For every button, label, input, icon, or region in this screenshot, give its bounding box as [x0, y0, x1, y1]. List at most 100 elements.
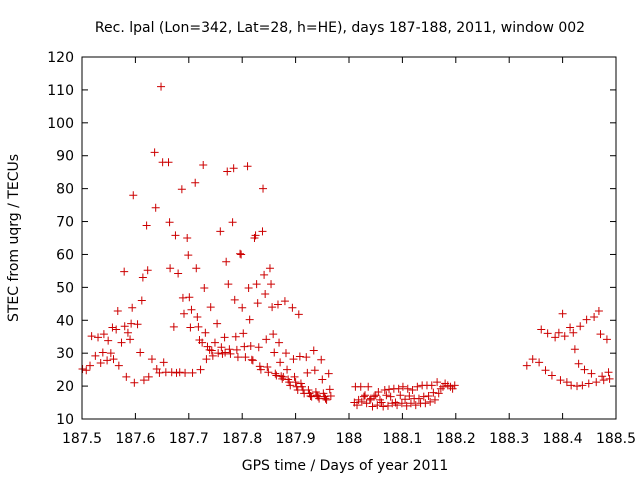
data-point	[592, 378, 601, 387]
data-point	[325, 385, 334, 394]
x-tick-label: 187.6	[115, 431, 155, 447]
x-tick-label: 188.1	[382, 431, 422, 447]
y-tick-label: 40	[56, 313, 74, 329]
y-axis-label: STEC from uqrg / TECUs	[6, 154, 22, 322]
data-point	[94, 333, 103, 342]
data-point	[106, 349, 115, 358]
data-point	[261, 289, 270, 298]
data-point	[528, 355, 537, 364]
data-point	[537, 325, 546, 334]
data-point	[123, 328, 132, 337]
data-point	[411, 401, 420, 410]
data-point	[273, 300, 282, 309]
data-point	[220, 333, 229, 342]
data-point	[136, 348, 145, 357]
data-point	[309, 346, 318, 355]
data-point	[276, 358, 285, 367]
chart-title: Rec. lpal (Lon=342, Lat=28, h=HE), days …	[95, 20, 585, 36]
data-point	[165, 218, 174, 227]
data-point	[590, 312, 599, 321]
data-point	[310, 366, 319, 375]
data-point	[179, 309, 188, 318]
data-point	[576, 322, 585, 331]
data-point	[541, 366, 550, 375]
data-point	[394, 384, 403, 393]
data-point	[237, 250, 246, 259]
data-point	[582, 315, 591, 324]
data-point	[252, 280, 261, 289]
data-point	[382, 391, 391, 400]
data-point	[251, 231, 260, 240]
data-point	[398, 382, 407, 391]
data-point	[280, 297, 289, 306]
data-point	[127, 319, 136, 328]
data-point	[230, 295, 239, 304]
data-point	[306, 391, 315, 400]
x-tick-label: 188.2	[436, 431, 476, 447]
data-point	[446, 382, 455, 391]
data-point	[82, 366, 91, 375]
data-point	[522, 361, 531, 370]
data-point	[278, 374, 287, 383]
data-point	[326, 391, 335, 400]
y-tick-label: 120	[47, 50, 74, 66]
data-point	[224, 280, 233, 289]
data-point	[223, 167, 232, 176]
data-point	[319, 389, 328, 398]
data-point	[226, 349, 235, 358]
data-point	[205, 345, 214, 354]
data-point	[414, 394, 423, 403]
data-point	[370, 392, 379, 401]
data-point	[181, 368, 190, 377]
data-point	[426, 397, 435, 406]
y-tick-label: 30	[56, 346, 74, 362]
y-tick-label: 70	[56, 215, 74, 231]
data-point	[208, 351, 217, 360]
data-point	[558, 309, 567, 318]
data-point	[232, 345, 241, 354]
data-point	[393, 401, 402, 410]
data-point	[401, 395, 410, 404]
data-point	[207, 346, 216, 355]
data-point	[112, 325, 121, 334]
data-point	[436, 384, 445, 393]
data-point	[379, 402, 388, 411]
data-point	[241, 353, 250, 362]
x-axis-label: GPS time / Days of year 2011	[242, 458, 449, 474]
data-point	[256, 365, 265, 374]
data-point	[113, 307, 122, 316]
data-point	[584, 379, 593, 388]
data-point	[380, 386, 389, 395]
data-point	[103, 356, 112, 365]
data-point	[283, 365, 292, 374]
data-point	[402, 401, 411, 410]
data-point	[157, 82, 166, 91]
data-point	[216, 227, 225, 236]
axis-ticks: 187.5 187.6 187.7 187.8 187.9 188 188.1 188.2 18…	[47, 50, 636, 447]
data-point	[312, 391, 321, 400]
data-point	[374, 388, 383, 397]
data-point	[598, 372, 607, 381]
data-point	[580, 365, 589, 374]
data-point	[262, 335, 271, 344]
data-point	[183, 234, 192, 242]
data-point	[178, 293, 187, 302]
data-point	[138, 273, 147, 282]
data-point	[599, 376, 608, 385]
data-point	[324, 369, 333, 378]
data-point	[570, 345, 579, 354]
data-point	[210, 338, 219, 347]
y-tick-label: 80	[56, 182, 74, 198]
data-point	[290, 372, 299, 381]
data-point	[303, 368, 312, 377]
data-point	[233, 353, 242, 362]
data-point	[397, 399, 406, 408]
data-point	[240, 342, 249, 351]
data-point	[413, 382, 422, 391]
x-tick-label: 187.8	[222, 431, 262, 447]
data-point	[98, 348, 107, 357]
data-point	[562, 378, 571, 387]
data-point	[117, 338, 126, 347]
data-point	[167, 368, 176, 377]
